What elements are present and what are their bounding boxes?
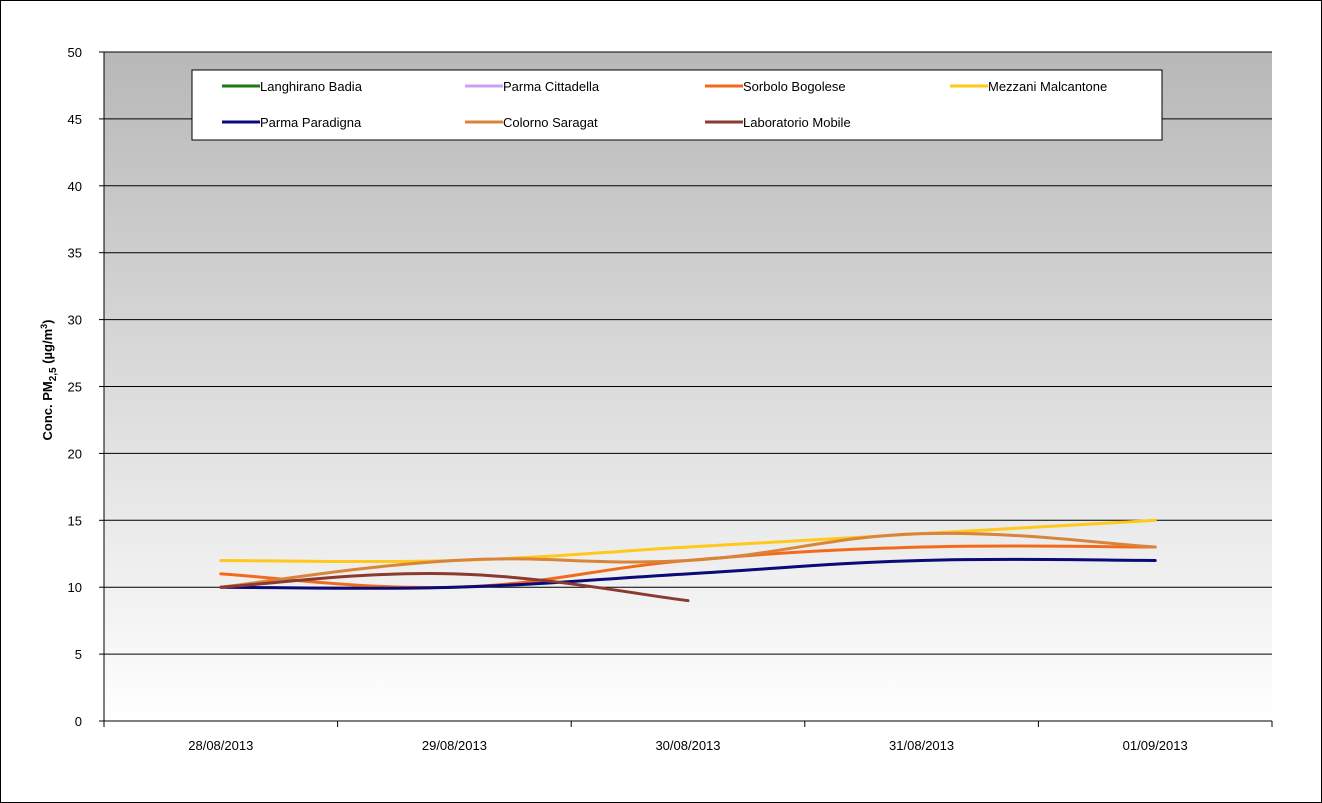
series-lines (219, 518, 1157, 603)
legend-label-colorno-saragat: Colorno Saragat (503, 115, 598, 130)
y-tick-label: 10 (68, 580, 82, 595)
y-axis-label: Conc. PM2,5 (µg/m3) (39, 319, 59, 440)
x-tick-label: 29/08/2013 (422, 738, 487, 753)
series-line-colorno-saragat (219, 531, 1157, 589)
legend-label-sorbolo-bogolese: Sorbolo Bogolese (743, 79, 846, 94)
legend-label-langhirano-badia: Langhirano Badia (260, 79, 363, 94)
x-tick-labels: 28/08/2013 29/08/2013 30/08/2013 31/08/2013… (103, 721, 1273, 753)
legend: Langhirano Badia Parma Cittadella Sorbolo … (191, 69, 1163, 141)
y-tick-label: 45 (68, 112, 82, 127)
legend-label-parma-cittadella: Parma Cittadella (503, 79, 600, 94)
legend-label-laboratorio-mobile: Laboratorio Mobile (743, 115, 851, 130)
y-tick-label: 0 (75, 714, 82, 729)
gridlines (104, 51, 1272, 655)
y-tick-label: 35 (68, 246, 82, 261)
series-line-parma-paradigna (219, 557, 1157, 590)
y-tick-label: 50 (68, 45, 82, 60)
y-tick-label: 5 (75, 647, 82, 662)
legend-label-mezzani-malcantone: Mezzani Malcantone (988, 79, 1107, 94)
legend-box (191, 69, 1163, 141)
y-tick-label: 20 (68, 446, 82, 461)
y-tick-label: 25 (68, 380, 82, 395)
y-tick-label: 15 (68, 513, 82, 528)
series-line-laboratorio-mobile (219, 571, 690, 603)
x-tick-label: 01/09/2013 (1123, 738, 1188, 753)
y-tick-label: 30 (68, 313, 82, 328)
y-tick-labels: 0 5 10 15 20 25 30 35 40 45 50 (68, 45, 104, 729)
x-tick-label: 31/08/2013 (889, 738, 954, 753)
x-tick-label: 28/08/2013 (188, 738, 253, 753)
x-tick-label: 30/08/2013 (655, 738, 720, 753)
legend-label-parma-paradigna: Parma Paradigna (260, 115, 362, 130)
series-line-mezzani-malcantone (219, 518, 1157, 564)
y-tick-label: 40 (68, 179, 82, 194)
